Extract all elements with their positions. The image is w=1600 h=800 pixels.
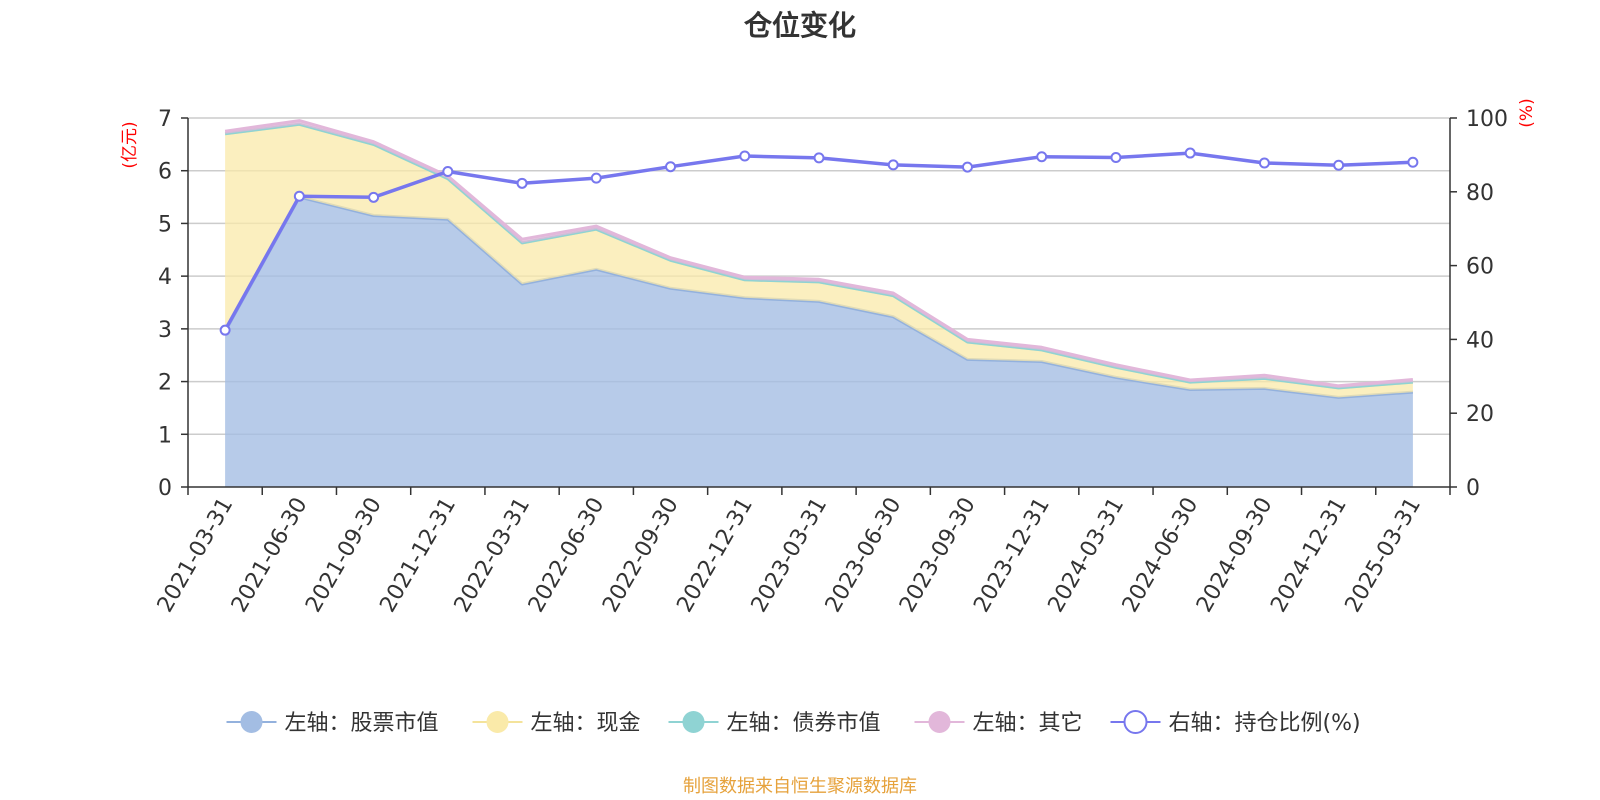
ratio-point xyxy=(887,159,899,171)
ratio-line-layer xyxy=(219,147,1419,336)
chart-title: 仓位变化 xyxy=(743,9,856,42)
ratio-point xyxy=(590,172,602,184)
legend-label: 左轴：股票市值 xyxy=(285,711,439,736)
legend-bond-value: 左轴：债券市值 xyxy=(668,711,881,736)
x-tick-label: 2021-12-31 xyxy=(375,494,461,617)
cash-area xyxy=(225,124,1413,398)
left-tick-label: 4 xyxy=(158,265,172,290)
x-tick-label: 2021-03-31 xyxy=(153,494,239,617)
x-tick-label: 2022-09-30 xyxy=(598,494,684,617)
right-tick-label: 20 xyxy=(1466,402,1494,427)
ratio-point xyxy=(665,161,677,173)
legend-marker xyxy=(486,711,509,733)
legend: 左轴：股票市值 左轴：现金 左轴：债券市值 左轴：其它 右轴：持仓比例(%) xyxy=(226,710,1361,736)
ratio-point xyxy=(219,324,231,336)
x-tick-label: 2023-09-30 xyxy=(895,494,981,617)
legend-label: 右轴：持仓比例(%) xyxy=(1169,711,1361,736)
right-axis-unit: (%) xyxy=(1517,98,1537,127)
left-tick-label: 2 xyxy=(158,371,172,396)
ratio-point xyxy=(1407,156,1419,168)
right-tick-label: 40 xyxy=(1466,328,1494,353)
right-tick-label: 100 xyxy=(1466,107,1508,132)
ratio-point xyxy=(1036,151,1048,163)
x-tick-label: 2024-06-30 xyxy=(1118,494,1204,617)
ratio-point xyxy=(961,161,973,173)
left-tick-label: 5 xyxy=(158,212,172,237)
ratio-point xyxy=(813,152,825,164)
x-tick-label: 2022-03-31 xyxy=(450,494,536,617)
other-area-edge xyxy=(224,119,1414,388)
ratio-point xyxy=(1258,157,1270,169)
stock-value-area xyxy=(225,197,1413,487)
right-tick-label: 0 xyxy=(1466,476,1480,501)
left-tick-label: 3 xyxy=(158,318,172,343)
legend-label: 左轴：现金 xyxy=(531,711,641,736)
x-tick-label: 2022-12-31 xyxy=(672,494,758,617)
x-tick-label: 2021-06-30 xyxy=(227,494,313,617)
ratio-point xyxy=(1184,147,1196,159)
ratio-point xyxy=(442,166,454,178)
ratio-point xyxy=(368,191,380,203)
x-tick-label: 2023-03-31 xyxy=(747,494,833,617)
legend-other: 左轴：其它 xyxy=(914,711,1083,736)
legend-marker xyxy=(682,711,705,733)
legend-label: 左轴：其它 xyxy=(973,711,1083,736)
right-tick-label: 60 xyxy=(1466,255,1494,280)
right-tick-label: 80 xyxy=(1466,181,1494,206)
x-tick-label: 2024-03-31 xyxy=(1044,494,1130,617)
legend-marker xyxy=(240,711,263,733)
left-tick-label: 6 xyxy=(158,160,172,185)
source-note: 制图数据来自恒生聚源数据库 xyxy=(683,776,917,797)
x-tick-label: 2023-06-30 xyxy=(821,494,907,617)
legend-cash: 左轴：现金 xyxy=(472,711,641,736)
legend-label: 左轴：债券市值 xyxy=(727,711,881,736)
left-tick-label: 1 xyxy=(158,423,172,448)
ratio-point xyxy=(739,150,751,162)
ratio-point xyxy=(1333,159,1345,171)
x-tick-label: 2024-12-31 xyxy=(1266,494,1352,617)
legend-marker xyxy=(928,711,951,733)
left-tick-label: 0 xyxy=(158,476,172,501)
x-tick-label: 2024-09-30 xyxy=(1192,494,1278,617)
x-tick-label: 2025-03-31 xyxy=(1340,494,1426,617)
x-tick-label: 2022-06-30 xyxy=(524,494,610,617)
stacked-areas xyxy=(223,119,1414,487)
legend-marker xyxy=(1123,710,1148,734)
left-axis-unit: (亿元) xyxy=(120,121,140,168)
x-tick-label: 2023-12-31 xyxy=(969,494,1055,617)
ratio-point xyxy=(1110,151,1122,163)
left-tick-label: 7 xyxy=(158,107,172,132)
ratio-point xyxy=(516,177,528,189)
legend-ratio: 右轴：持仓比例(%) xyxy=(1110,710,1361,736)
ratio-point xyxy=(293,190,305,202)
legend-stock-value: 左轴：股票市值 xyxy=(226,711,439,736)
x-tick-label: 2021-09-30 xyxy=(301,494,387,617)
